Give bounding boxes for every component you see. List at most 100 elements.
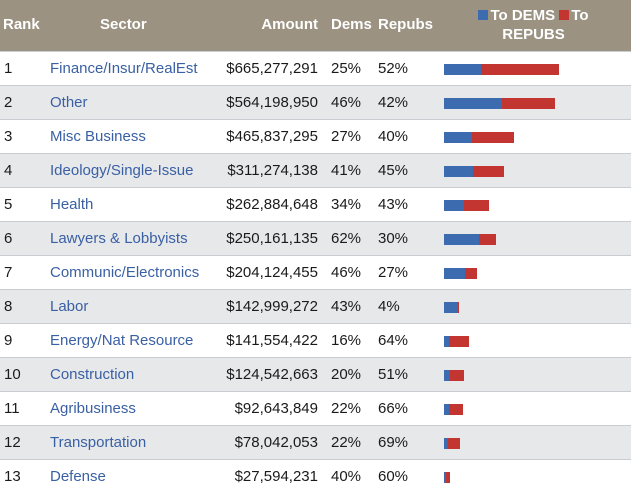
repubs-pct-cell: 42% — [378, 93, 409, 111]
dems-pct-cell: 20% — [331, 365, 362, 383]
dems-pct-cell: 62% — [331, 229, 362, 247]
table-row: 6 Lawyers & Lobbyists $250,161,135 62% 30% — [0, 221, 631, 255]
sector-cell: Lawyers & Lobbyists — [46, 221, 213, 255]
split-bar-cell — [436, 187, 631, 221]
split-bar — [444, 165, 631, 177]
split-bar-cell — [436, 153, 631, 187]
sector-cell: Health — [46, 187, 213, 221]
sector-cell: Transportation — [46, 425, 213, 459]
sector-link[interactable]: Transportation — [50, 433, 147, 451]
rep-bar-segment — [481, 63, 559, 75]
dems-pct-cell: 46% — [331, 93, 362, 111]
split-bar — [444, 199, 631, 211]
split-bar-cell — [436, 221, 631, 255]
amount-cell: $142,999,272 — [226, 297, 318, 315]
header-repubs[interactable]: Repubs — [378, 16, 434, 33]
table-row: 11 Agribusiness $92,643,849 22% 66% — [0, 391, 631, 425]
table-header-row: Rank Sector Amount Dems Repubs To DEMS T… — [0, 0, 631, 51]
sector-link[interactable]: Health — [50, 195, 94, 213]
rep-bar-segment — [465, 267, 477, 279]
dems-pct-cell: 27% — [331, 127, 362, 145]
sector-cell: Energy/Nat Resource — [46, 323, 213, 357]
split-bar-cell — [436, 425, 631, 459]
header-rank[interactable]: Rank — [3, 16, 40, 33]
repubs-pct-cell: 64% — [378, 331, 409, 349]
dem-bar-segment — [444, 199, 464, 211]
dems-pct-cell: 34% — [331, 195, 362, 213]
sector-link[interactable]: Construction — [50, 365, 135, 383]
sector-cell: Construction — [46, 357, 213, 391]
repubs-pct-cell: 30% — [378, 229, 409, 247]
rank-cell: 3 — [4, 127, 13, 145]
sector-cell: Communic/Electronics — [46, 255, 213, 289]
rep-bar-segment — [458, 301, 459, 313]
legend-repubs-label-line2: REPUBS — [502, 26, 565, 43]
repubs-pct-cell: 66% — [378, 399, 409, 417]
sector-link[interactable]: Finance/Insur/RealEst — [50, 59, 198, 77]
rep-bar-segment — [464, 199, 489, 211]
dem-swatch-icon — [478, 10, 489, 20]
rank-cell: 11 — [4, 399, 20, 417]
rep-bar-segment — [502, 97, 555, 109]
sector-link[interactable]: Communic/Electronics — [50, 263, 200, 281]
split-bar-cell — [436, 255, 631, 289]
table-row: 8 Labor $142,999,272 43% 4% — [0, 289, 631, 323]
header-legend: To DEMS To REPUBS — [436, 0, 631, 51]
header-dems[interactable]: Dems — [331, 16, 372, 33]
sector-link[interactable]: Energy/Nat Resource — [50, 331, 194, 349]
table-row: 12 Transportation $78,042,053 22% 69% — [0, 425, 631, 459]
rep-bar-segment — [446, 471, 450, 483]
header-amount[interactable]: Amount — [261, 16, 318, 33]
sector-link[interactable]: Labor — [50, 297, 89, 315]
table-row: 1 Finance/Insur/RealEst $665,277,291 25% 52% — [0, 51, 631, 85]
amount-cell: $78,042,053 — [234, 433, 318, 451]
repubs-pct-cell: 69% — [378, 433, 409, 451]
split-bar — [444, 63, 631, 75]
header-sector[interactable]: Sector — [100, 16, 147, 33]
dem-bar-segment — [444, 97, 502, 109]
split-bar — [444, 131, 631, 143]
legend-repubs-label: To — [571, 7, 589, 24]
sector-link[interactable]: Misc Business — [50, 127, 146, 145]
dems-pct-cell: 46% — [331, 263, 362, 281]
split-bar — [444, 471, 631, 483]
rank-cell: 2 — [4, 93, 13, 111]
split-bar-cell — [436, 323, 631, 357]
dems-pct-cell: 16% — [331, 331, 362, 349]
split-bar — [444, 369, 631, 381]
table-row: 9 Energy/Nat Resource $141,554,422 16% 64% — [0, 323, 631, 357]
repubs-pct-cell: 60% — [378, 467, 409, 485]
rank-cell: 12 — [4, 433, 21, 451]
sector-cell: Ideology/Single-Issue — [46, 153, 213, 187]
sector-cell: Defense — [46, 459, 213, 493]
amount-cell: $465,837,295 — [226, 127, 318, 145]
split-bar — [444, 267, 631, 279]
split-bar — [444, 437, 631, 449]
amount-cell: $564,198,950 — [226, 93, 318, 111]
repubs-pct-cell: 4% — [378, 297, 400, 315]
table-row: 7 Communic/Electronics $204,124,455 46% 27% — [0, 255, 631, 289]
sector-link[interactable]: Other — [50, 93, 88, 111]
rank-cell: 10 — [4, 365, 21, 383]
dem-bar-segment — [444, 63, 481, 75]
split-bar-cell — [436, 459, 631, 493]
sector-link[interactable]: Defense — [50, 467, 106, 485]
legend-dems-label: To DEMS — [490, 7, 556, 24]
repubs-pct-cell: 45% — [378, 161, 409, 179]
sector-link[interactable]: Agribusiness — [50, 399, 136, 417]
repubs-pct-cell: 40% — [378, 127, 409, 145]
split-bar — [444, 335, 631, 347]
amount-cell: $27,594,231 — [234, 467, 318, 485]
dem-bar-segment — [444, 437, 448, 449]
amount-cell: $311,274,138 — [227, 161, 318, 179]
split-bar-cell — [436, 289, 631, 323]
sector-link[interactable]: Lawyers & Lobbyists — [50, 229, 188, 247]
amount-cell: $204,124,455 — [226, 263, 318, 281]
amount-cell: $92,643,849 — [234, 399, 318, 417]
repubs-pct-cell: 27% — [378, 263, 409, 281]
dem-bar-segment — [444, 267, 465, 279]
rank-cell: 13 — [4, 467, 21, 485]
rep-swatch-icon — [559, 10, 570, 20]
sector-link[interactable]: Ideology/Single-Issue — [50, 161, 194, 179]
rep-bar-segment — [449, 335, 469, 347]
